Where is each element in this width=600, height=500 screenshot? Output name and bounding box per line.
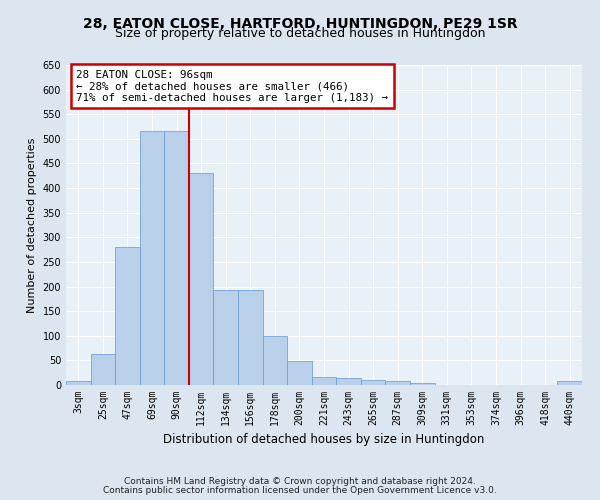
Text: 28 EATON CLOSE: 96sqm
← 28% of detached houses are smaller (466)
71% of semi-det: 28 EATON CLOSE: 96sqm ← 28% of detached …: [76, 70, 388, 103]
Bar: [115, 247, 140, 385]
Text: 28, EATON CLOSE, HARTFORD, HUNTINGDON, PE29 1SR: 28, EATON CLOSE, HARTFORD, HUNTINGDON, P…: [83, 18, 517, 32]
Bar: [140, 132, 164, 385]
Text: Size of property relative to detached houses in Huntingdon: Size of property relative to detached ho…: [115, 28, 485, 40]
Text: Contains public sector information licensed under the Open Government Licence v3: Contains public sector information licen…: [103, 486, 497, 495]
Bar: [361, 380, 385, 385]
Bar: [66, 381, 91, 385]
Bar: [287, 362, 312, 385]
Bar: [164, 132, 189, 385]
Bar: [214, 290, 238, 385]
Bar: [263, 336, 287, 385]
Bar: [238, 290, 263, 385]
Bar: [336, 378, 361, 385]
Text: Contains HM Land Registry data © Crown copyright and database right 2024.: Contains HM Land Registry data © Crown c…: [124, 477, 476, 486]
Y-axis label: Number of detached properties: Number of detached properties: [27, 138, 37, 312]
Bar: [557, 381, 582, 385]
Bar: [385, 381, 410, 385]
Bar: [91, 354, 115, 385]
Bar: [312, 377, 336, 385]
Bar: [410, 383, 434, 385]
Bar: [189, 174, 214, 385]
X-axis label: Distribution of detached houses by size in Huntingdon: Distribution of detached houses by size …: [163, 434, 485, 446]
